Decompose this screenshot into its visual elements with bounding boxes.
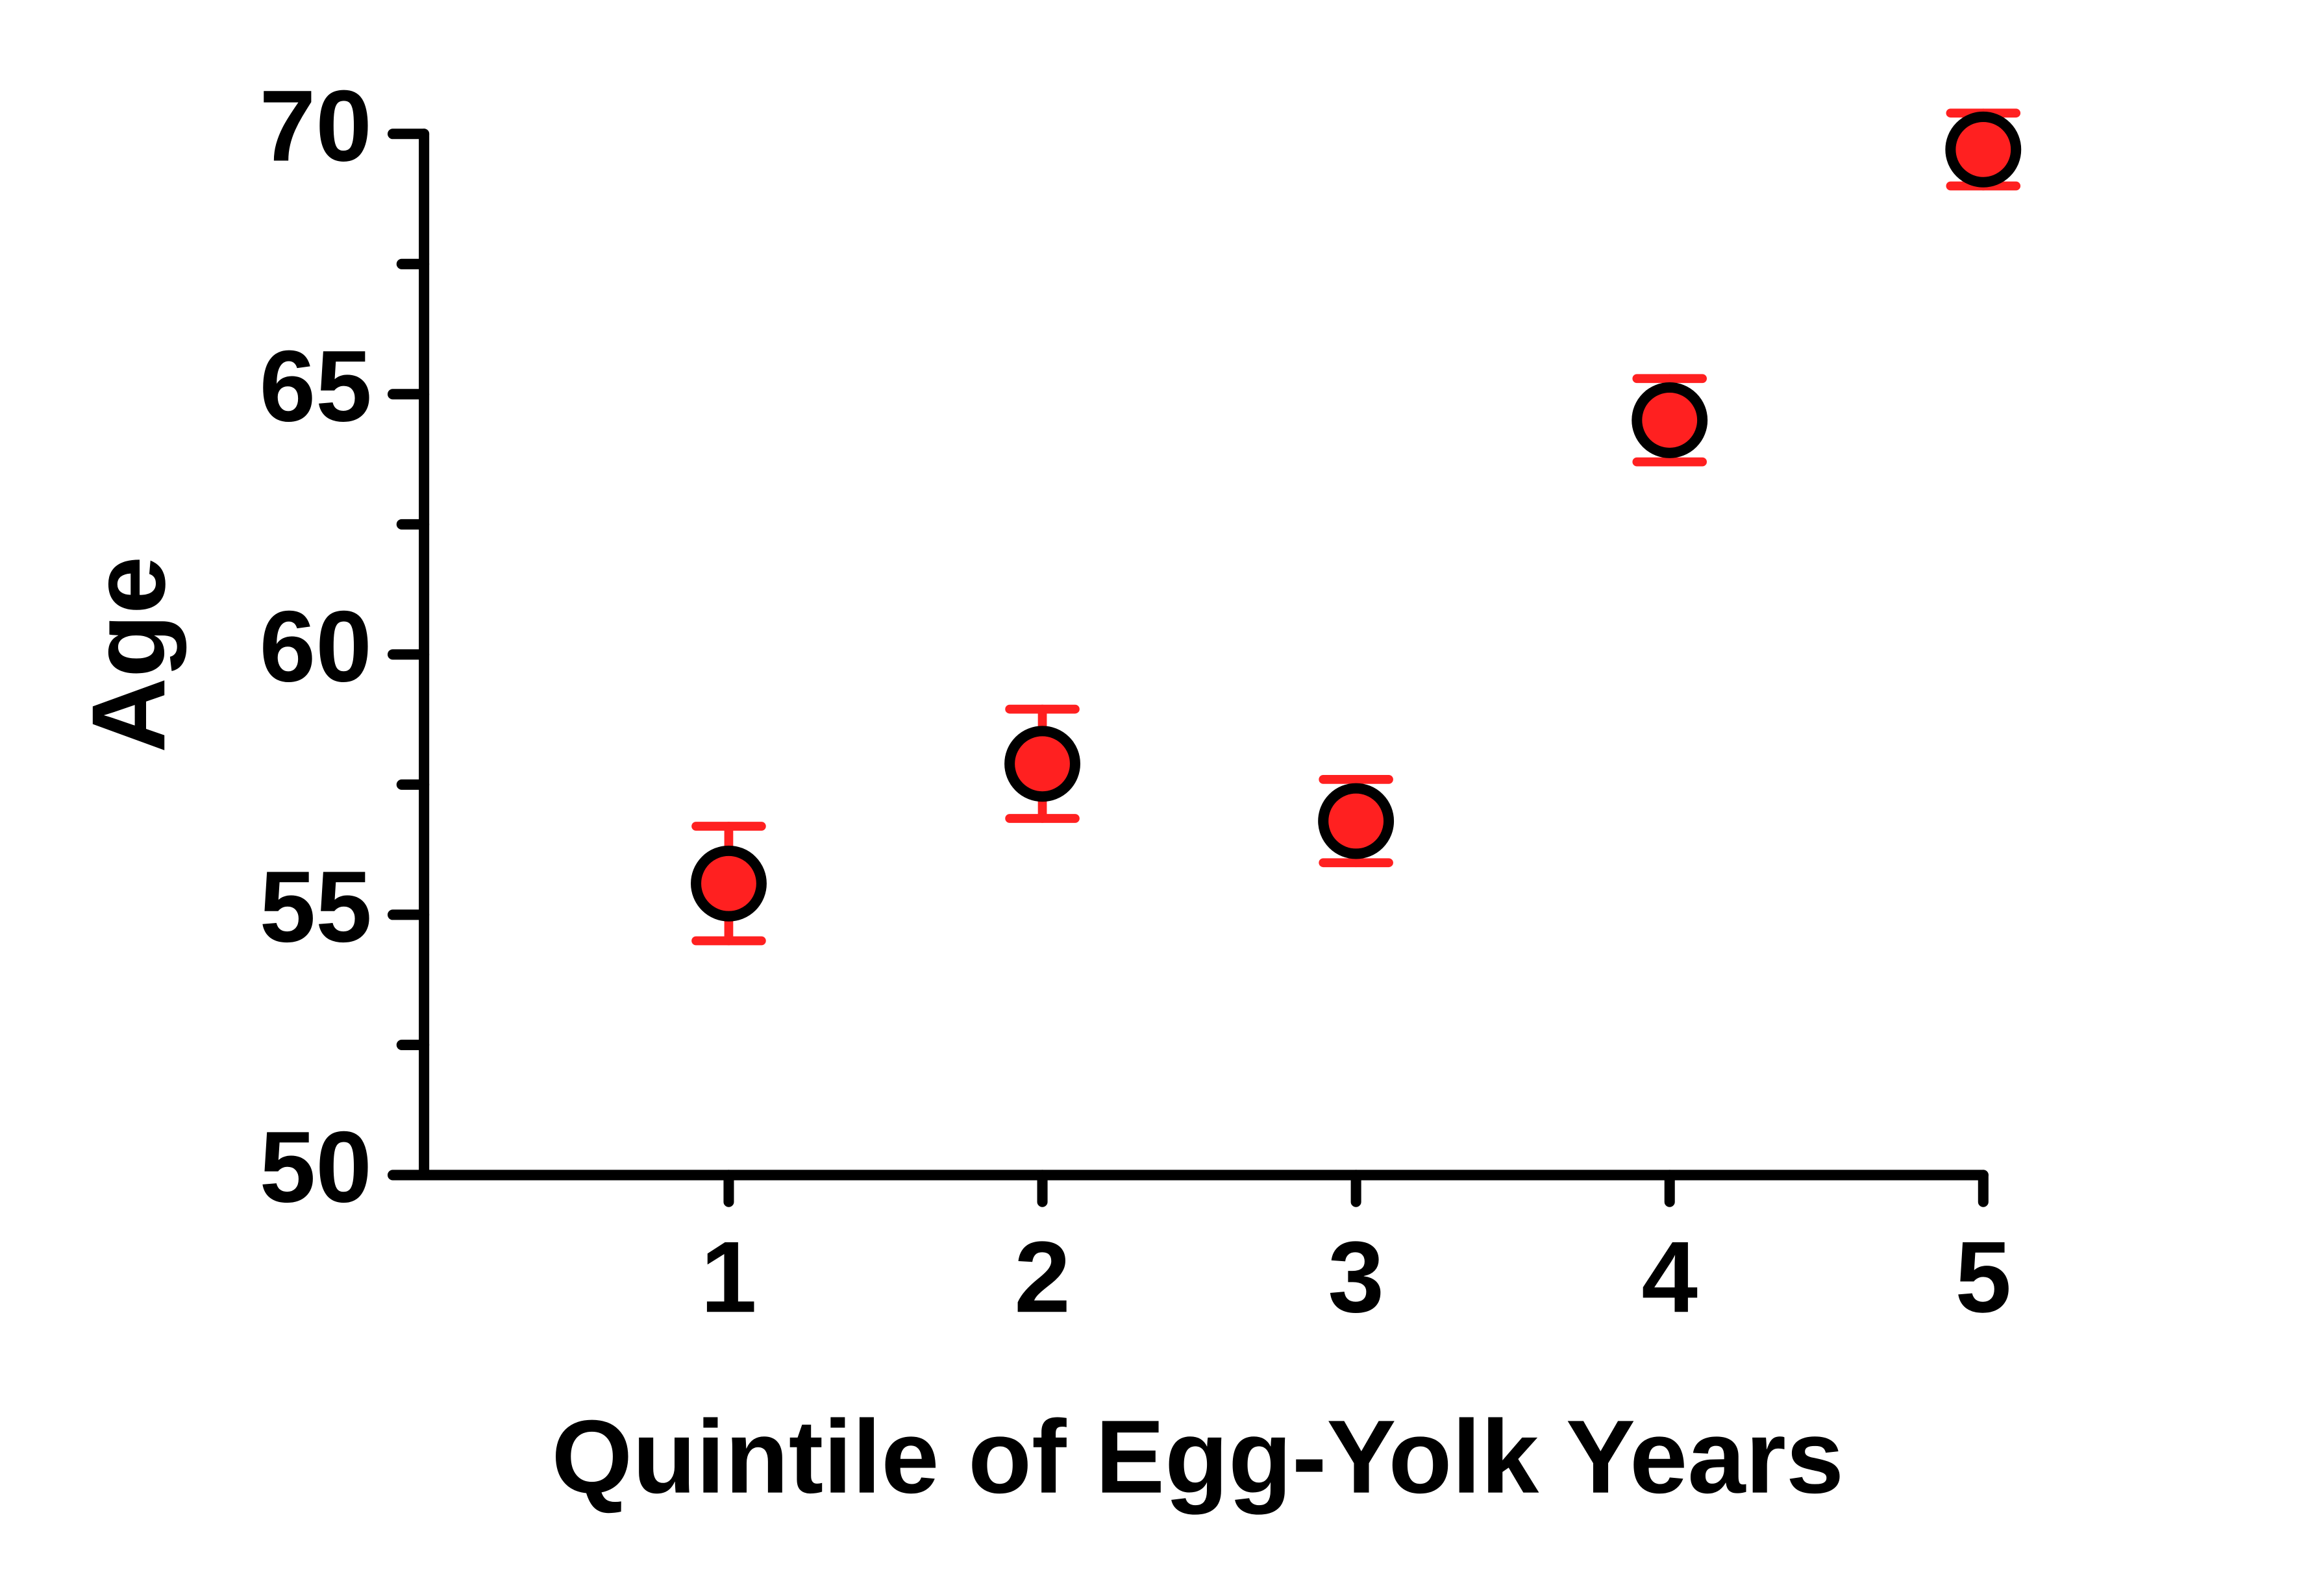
y-tick-label: 55 (260, 851, 372, 964)
x-tick-label: 4 (1641, 1221, 1698, 1334)
x-tick-label: 2 (1014, 1221, 1071, 1334)
x-tick-label: 5 (1955, 1221, 2011, 1334)
x-axis-label: Quintile of Egg-Yolk Years (551, 1399, 1844, 1515)
point (1004, 726, 1080, 802)
y-tick-label: 60 (260, 591, 372, 704)
x-tick-label: 3 (1328, 1221, 1384, 1334)
y-axis-label: Age (70, 556, 186, 753)
x-tick-label: 1 (701, 1221, 757, 1334)
y-tick-label: 50 (260, 1111, 372, 1224)
y-tick-label: 65 (260, 330, 372, 443)
point (1318, 783, 1395, 859)
point (1632, 382, 1708, 458)
point (691, 845, 767, 922)
y-tick-label: 70 (260, 69, 372, 182)
point (1945, 111, 2022, 188)
